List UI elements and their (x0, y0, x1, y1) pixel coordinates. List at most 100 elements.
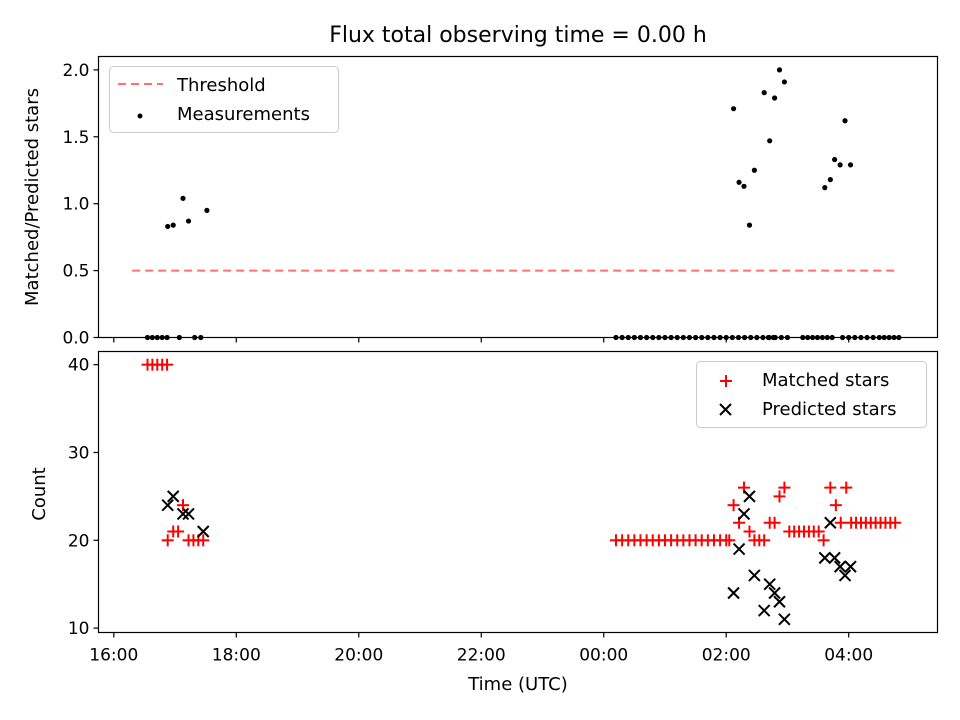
bottom-y-tick-label: 40 (68, 356, 90, 376)
matched-star-marker (172, 525, 185, 538)
measurement-point (891, 334, 897, 341)
matched-star-marker (812, 525, 825, 538)
measurement-point (668, 334, 674, 341)
measurement-point (881, 334, 887, 341)
measurement-point (619, 334, 625, 341)
measurement-point (185, 218, 192, 224)
measurement-point (637, 334, 644, 341)
matched-star-marker (834, 516, 847, 529)
measurement-point (765, 334, 772, 341)
matched-star-marker (773, 490, 786, 503)
measurement-point (761, 90, 767, 96)
measurement-point (876, 334, 882, 341)
measurement-point (159, 334, 165, 341)
measurement-point (776, 67, 783, 73)
top-x-ticks (113, 337, 850, 343)
measurement-point (832, 156, 838, 163)
predicted-star-marker (838, 569, 852, 582)
predicted-star-marker (743, 490, 756, 503)
predicted-marker-stroke (197, 525, 210, 538)
bottom-x-tick-label: 18:00 (212, 646, 261, 666)
predicted-marker-stroke (778, 613, 791, 626)
measurement-point (144, 334, 151, 341)
chart-title: Flux total observing time = 0.00 h (329, 23, 707, 48)
measurement-point (842, 118, 848, 124)
measurement-point (631, 334, 637, 341)
predicted-marker-stroke (844, 560, 857, 573)
top-legend: Threshold Measurements (109, 66, 339, 133)
bottom-y-ticks: 10 20 30 40 (68, 356, 99, 639)
predicted-marker-stroke (828, 551, 841, 565)
measurement-point (847, 162, 854, 168)
bottom-x-tick-label: 20:00 (334, 646, 383, 666)
measurement-point (771, 95, 778, 101)
predicted-star-marker (732, 542, 746, 556)
predicted-marker-stroke (748, 569, 761, 582)
predicted-star-marker (773, 595, 786, 608)
predicted-star-marker (768, 586, 781, 600)
measurement-point (154, 334, 160, 341)
predicted-marker-stroke (838, 569, 852, 582)
measurement-point (736, 179, 742, 185)
measurement-point (852, 334, 858, 341)
measurement-point (822, 185, 828, 191)
matched-star-marker (758, 534, 771, 547)
measurement-point (735, 334, 742, 341)
measurements-points (144, 67, 902, 341)
measurement-point (711, 334, 717, 341)
predicted-star-marker (727, 586, 740, 600)
measurement-point (198, 334, 204, 341)
measurement-point (870, 334, 876, 341)
legend-predicted-swatch (719, 403, 732, 416)
measurement-point (644, 334, 650, 341)
legend-measurements-label: Measurements (177, 104, 310, 125)
predicted-star-marker (763, 577, 776, 591)
top-y-axis-label: Matched/Predicted stars (22, 88, 43, 306)
measurement-point (767, 138, 773, 144)
predicted-star-marker (167, 490, 180, 503)
top-y-tick-label: 0.0 (62, 329, 89, 349)
bottom-axes-frame (97, 350, 939, 634)
measurement-point (748, 334, 754, 341)
predicted-marker-stroke (833, 560, 847, 573)
measurement-point (692, 334, 699, 341)
top-legend-box (109, 66, 339, 133)
predicted-star-marker (828, 551, 841, 565)
matched-star-marker (161, 534, 174, 547)
count-points (141, 358, 902, 626)
top-y-ticks: 0.0 0.5 1.0 1.5 2.0 (62, 61, 99, 349)
predicted-star-marker (737, 507, 751, 521)
top-y-tick-label: 1.5 (62, 128, 89, 148)
matched-star-marker (840, 481, 853, 494)
measurement-point (896, 334, 902, 341)
measurement-point (705, 334, 711, 341)
predicted-marker-stroke (167, 490, 180, 503)
measurement-point (784, 334, 791, 341)
measurement-point (170, 222, 176, 228)
bottom-panel: 10 20 30 40 16:00 18:00 20:00 22:00 00:00 02:00 0… (29, 350, 939, 695)
measurement-point (741, 183, 747, 189)
measurement-point (729, 334, 735, 341)
predicted-marker-stroke (727, 586, 740, 600)
measurement-point (149, 334, 155, 341)
measurement-point (164, 334, 170, 341)
matched-star-marker (817, 534, 830, 547)
bottom-y-tick-label: 20 (68, 531, 90, 551)
matched-star-marker (197, 534, 210, 547)
measurement-point (730, 106, 737, 112)
matched-star-marker (723, 534, 736, 547)
predicted-marker-stroke (176, 507, 190, 521)
predicted-star-marker (176, 507, 190, 521)
measurement-point (754, 334, 760, 341)
bottom-legend-box (696, 361, 927, 428)
top-panel: 0.00.51.01.52.0 Matched/Predicted stars … (22, 55, 939, 349)
top-y-tick-label: 2.0 (62, 61, 89, 81)
measurement-point (680, 334, 686, 341)
bottom-legend: Matched stars Predicted stars (696, 361, 927, 428)
predicted-marker-stroke (768, 586, 781, 600)
measurement-point (204, 207, 210, 213)
predicted-star-marker (833, 560, 847, 573)
measurement-point (613, 334, 619, 341)
bottom-y-tick-label: 30 (68, 443, 90, 463)
bottom-x-tick-label: 22:00 (457, 646, 506, 666)
